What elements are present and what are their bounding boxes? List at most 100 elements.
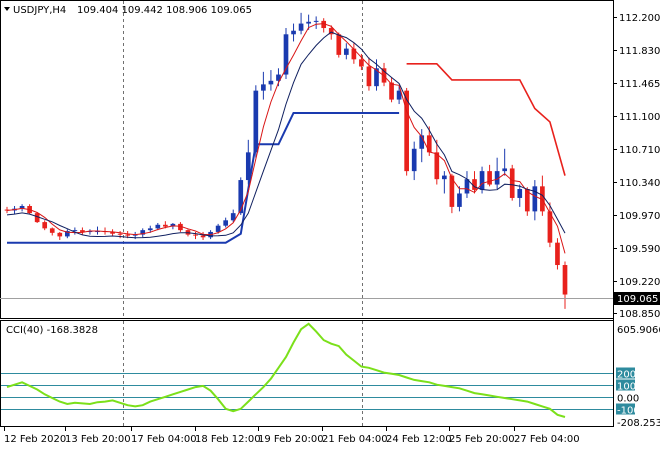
candle-body: [298, 23, 304, 31]
candle-body: [291, 30, 296, 35]
candle-body: [125, 234, 130, 236]
price-axis-label: 109.220: [619, 277, 660, 288]
candle-body: [479, 171, 485, 190]
fast-moving-average-line: [6, 23, 566, 254]
candle-body: [540, 186, 545, 212]
candle-body: [457, 193, 462, 207]
candle-body: [215, 225, 221, 232]
candle-body: [80, 230, 85, 232]
candle-body: [178, 223, 183, 231]
current-price-label: 109.065: [617, 294, 658, 305]
candle-body: [163, 224, 168, 227]
time-axis-label: 18 Feb 12:00: [195, 434, 261, 445]
ohlc-label: 109.404 109.442 108.906 109.065: [77, 5, 252, 16]
candle-body: [200, 235, 206, 238]
candle-body: [230, 213, 236, 221]
candle-body: [321, 20, 327, 29]
cci-level-marker: [616, 367, 635, 379]
candle-body: [434, 152, 440, 180]
cci-min-label: -208.2537: [617, 418, 660, 429]
cci-line: [6, 322, 566, 418]
candle-body: [555, 242, 560, 266]
candle-body: [396, 90, 402, 100]
candle-body: [132, 234, 138, 236]
candle-body: [117, 233, 123, 235]
symbol-label: USDJPY,H4: [13, 5, 66, 16]
candle-body: [245, 152, 251, 181]
current-price-marker: [614, 292, 660, 305]
time-axis-label: 13 Feb 20:00: [65, 434, 131, 445]
candle-body: [464, 179, 470, 194]
candle-body: [472, 179, 477, 190]
candle-body: [351, 48, 357, 60]
candle-body: [336, 34, 342, 55]
red-step-indicator-line: [406, 62, 566, 176]
candle-body: [283, 34, 289, 75]
price-axis: 112.200 111.830 111.465 111.100 110.710 110.3…: [613, 13, 660, 320]
candle-body: [562, 265, 568, 295]
candle-body: [57, 232, 63, 237]
candle-body: [404, 90, 409, 172]
price-axis-label: 110.710: [619, 145, 660, 156]
price-axis-label: 112.200: [619, 13, 660, 24]
price-axis-label: 108.850: [619, 309, 660, 320]
candle-body: [328, 28, 334, 35]
price-axis-label: 110.340: [619, 178, 660, 189]
candle-body: [487, 171, 492, 185]
candle-body: [517, 189, 523, 198]
candle-body: [268, 80, 274, 85]
candle-body: [502, 168, 508, 172]
cci-level-label: 0.00: [617, 394, 639, 405]
candle-body: [95, 231, 100, 233]
price-axis-label: 111.830: [619, 46, 660, 57]
candle-body: [419, 135, 425, 149]
candle-body: [49, 228, 55, 233]
candle-body: [411, 148, 417, 172]
candle-body: [42, 222, 48, 229]
candle-body: [170, 223, 176, 227]
time-axis-label: 19 Feb 20:00: [258, 434, 324, 445]
candle-body: [524, 189, 530, 212]
candle-body: [238, 180, 244, 214]
candle-body: [34, 213, 40, 223]
time-axis-label: 21 Feb 04:00: [322, 434, 388, 445]
main-chart-frame[interactable]: [0, 0, 614, 319]
candle-body: [193, 234, 198, 236]
triangle-down-icon[interactable]: [4, 7, 10, 11]
candle-body: [366, 66, 372, 87]
grid-lines: [123, 1, 363, 426]
slow-moving-average-line: [6, 31, 566, 239]
candle-body: [313, 20, 319, 22]
price-axis-label: 109.970: [619, 211, 660, 222]
candle-body: [389, 82, 394, 100]
candle-body: [359, 59, 364, 67]
candle-body: [276, 74, 281, 81]
candle-body: [223, 220, 229, 226]
candle-body: [261, 84, 266, 91]
candle-body: [442, 175, 447, 180]
time-axis-label: 17 Feb 04:00: [131, 434, 197, 445]
candle-body: [253, 90, 259, 153]
price-axis-label: 109.590: [619, 244, 660, 255]
cci-level-label: 200: [617, 370, 636, 381]
cci-level-marker: [616, 403, 635, 415]
candle-body: [449, 175, 455, 207]
time-axis-label: 24 Feb 12:00: [386, 434, 452, 445]
candle-body: [147, 228, 153, 231]
candle-body: [374, 68, 379, 87]
candle-body: [343, 48, 349, 55]
time-axis-label: 25 Feb 20:00: [449, 434, 515, 445]
candle-body: [87, 231, 93, 233]
price-axis-label: 111.100: [619, 112, 660, 123]
candle-body: [72, 230, 78, 232]
cci-level-label: 100: [617, 382, 636, 393]
candle-body: [547, 211, 553, 243]
candle-body: [532, 186, 538, 212]
time-axis-label: 12 Feb 2020: [4, 434, 66, 445]
candle-body: [494, 171, 500, 185]
candle-body: [140, 230, 146, 235]
cci-level-label: -100: [617, 406, 640, 417]
